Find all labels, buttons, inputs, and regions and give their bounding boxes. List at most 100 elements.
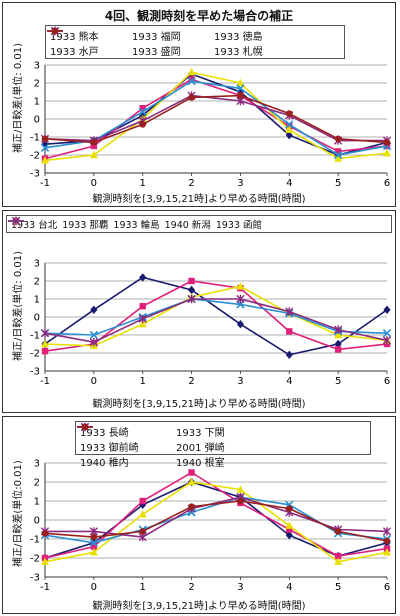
x-tick-label: 4	[286, 376, 292, 387]
legend-label: 1933 輪島	[113, 220, 160, 231]
legend-label: 1933 熊本	[50, 32, 99, 43]
y-tick-label: -3	[30, 573, 40, 584]
y-tick-label: 0	[34, 115, 40, 126]
legend-label: 1933 御前崎	[80, 443, 139, 454]
data-point	[286, 526, 293, 533]
data-point	[139, 497, 146, 505]
data-point	[383, 149, 391, 157]
legend-label: 1933 福岡	[132, 32, 181, 43]
legend-item: 1933 輪島	[8, 216, 160, 232]
chart-title: 4回、観測時刻を早めた場合の補正	[104, 9, 294, 23]
x-tick-label: 0	[91, 178, 97, 189]
y-tick-label: 1	[34, 497, 40, 508]
data-point	[237, 92, 244, 99]
series-5	[40, 294, 392, 347]
data-point	[333, 150, 343, 160]
y-tick-label: 2	[34, 277, 40, 288]
data-point	[90, 543, 98, 550]
data-point	[40, 143, 50, 152]
data-point	[383, 548, 391, 556]
data-point	[187, 77, 196, 86]
data-point	[139, 273, 147, 282]
data-point	[334, 148, 342, 155]
y-tick-label: 1	[34, 295, 40, 306]
legend-label: 1940 根室	[176, 458, 225, 469]
data-point	[187, 477, 196, 486]
data-point	[334, 339, 342, 349]
y-tick-label: -3	[30, 169, 40, 180]
x-axis-label: 観測時刻を[3,9,15,21時]より早める時間(時間)	[92, 399, 306, 410]
legend-label: 1933 下関	[176, 428, 225, 439]
legend-item: 1933 下関	[77, 423, 272, 439]
data-point	[89, 338, 98, 347]
series-2	[41, 469, 391, 562]
series-line	[44, 496, 388, 544]
data-point	[334, 154, 343, 162]
legend-item: 1933 函館	[8, 216, 263, 232]
legend-swatch	[8, 216, 24, 226]
series-line	[44, 285, 388, 347]
legend-item: 1940 新潟	[8, 216, 211, 232]
x-tick-label: 3	[237, 178, 243, 189]
data-point	[236, 282, 245, 290]
series-6	[41, 497, 391, 545]
y-tick-label: 1	[34, 97, 40, 108]
data-point	[188, 277, 195, 285]
series-3	[41, 68, 391, 164]
legend-label: 1933 盛岡	[132, 47, 181, 58]
x-tick-label: -1	[40, 582, 50, 593]
legend-item: 1933 長崎	[77, 422, 176, 439]
data-point	[334, 346, 342, 353]
y-tick-label: -1	[30, 331, 40, 342]
legend-label: 1940 稚内	[80, 458, 129, 469]
data-point	[187, 68, 196, 76]
line-chart-2: -3 -2 -1 0 1 2 3 -1 0 1 2 3 4 5 6	[30, 259, 392, 387]
chart-panel-1: 4回、観測時刻を早めた場合の補正 -3 -2 -1 0 1 2 3 -1 0 1 2 3 4 5 6 193…	[2, 2, 396, 207]
axis-lines	[44, 263, 387, 372]
legend-marker	[11, 216, 21, 226]
data-point	[89, 330, 99, 340]
data-point	[334, 557, 343, 565]
data-point	[41, 557, 49, 565]
data-point	[187, 294, 196, 304]
legend-item: 1940 根室	[77, 423, 272, 469]
data-point	[286, 328, 293, 335]
legend-item: 1933 盛岡	[47, 26, 214, 58]
legend-marker	[81, 423, 89, 431]
legend-item: 1940 稚内	[77, 422, 176, 469]
data-point	[382, 329, 392, 338]
data-point	[383, 305, 391, 314]
data-point	[236, 78, 245, 87]
x-axis-label: 観測時刻を[3,9,15,21時]より早める時間(時間)	[92, 601, 306, 612]
y-tick-label: -2	[30, 554, 40, 565]
data-point	[285, 110, 293, 117]
data-point	[41, 530, 49, 537]
chart-panel-2: -3 -2 -1 0 1 2 3 -1 0 1 2 3 4 5 6 1933 台北 1933 那覇 1933 輪…	[2, 210, 396, 413]
data-point	[40, 329, 50, 338]
y-axis-label: 補正/日較差(単位: 0.01)	[13, 43, 24, 153]
legend-marker	[51, 27, 59, 35]
x-tick-label: 2	[188, 178, 194, 189]
legend-label: 1933 長崎	[80, 428, 129, 439]
legend-swatch	[47, 27, 63, 35]
axis-lines	[44, 463, 387, 578]
legend-label: 1933 函館	[215, 220, 263, 231]
data-point	[188, 76, 195, 83]
data-point	[334, 330, 343, 339]
series-line	[44, 94, 387, 142]
data-point	[285, 131, 293, 140]
legend-item: 1933 水戸	[47, 26, 132, 58]
legend-label: 1933 台北	[11, 220, 58, 231]
data-point	[89, 538, 99, 547]
series-line	[44, 71, 388, 162]
data-point	[90, 142, 98, 150]
data-point	[138, 320, 147, 328]
y-tick-label: 0	[34, 516, 40, 527]
y-tick-label: -1	[30, 133, 40, 144]
y-tick-label: -1	[30, 535, 40, 546]
data-point	[236, 485, 245, 493]
data-point	[89, 150, 98, 159]
y-tick-label: 2	[34, 79, 40, 90]
legend-swatch	[77, 423, 93, 431]
